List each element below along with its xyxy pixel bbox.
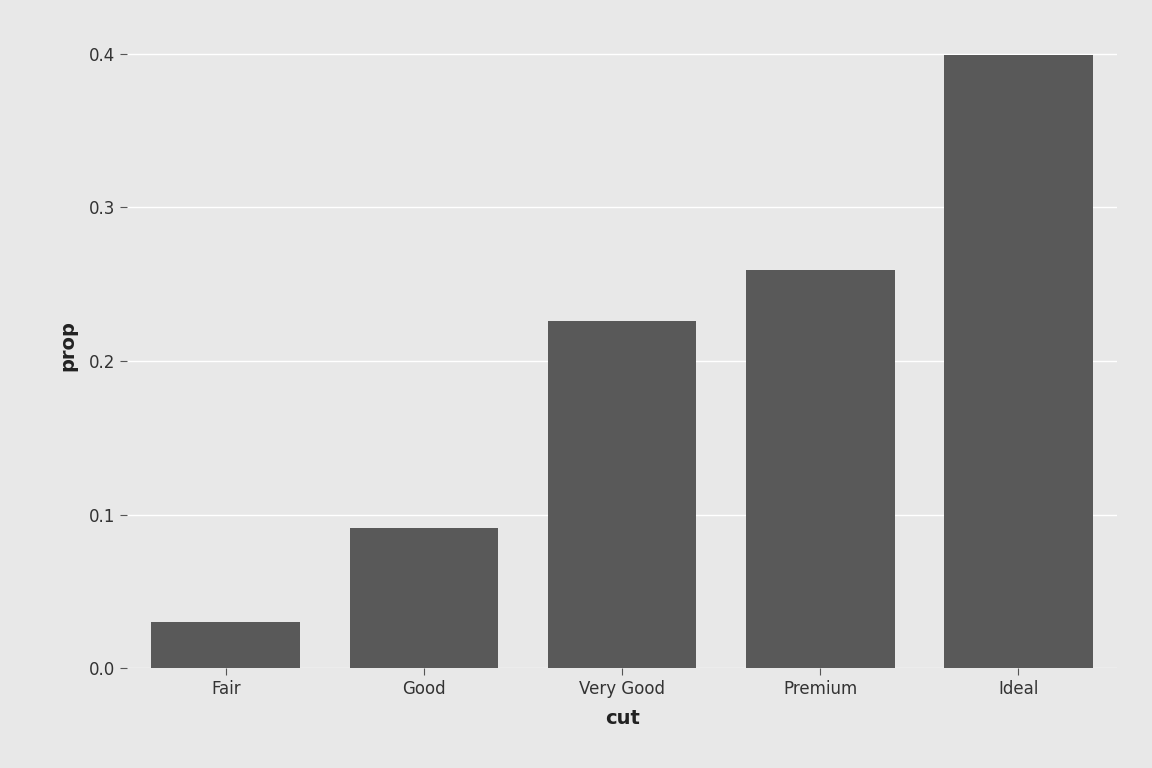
Y-axis label: prop: prop (59, 320, 77, 371)
Bar (548, 321, 696, 668)
Bar (746, 270, 894, 668)
Bar (350, 528, 498, 668)
Bar (152, 622, 300, 668)
X-axis label: cut: cut (605, 709, 639, 728)
Bar (945, 55, 1092, 668)
